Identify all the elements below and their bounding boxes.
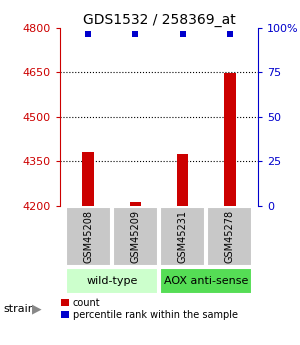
Text: GSM45208: GSM45208 bbox=[83, 210, 93, 263]
FancyBboxPatch shape bbox=[66, 268, 158, 294]
FancyBboxPatch shape bbox=[160, 207, 205, 266]
Title: GDS1532 / 258369_at: GDS1532 / 258369_at bbox=[82, 12, 236, 27]
Bar bbox=[130, 202, 141, 206]
Bar bbox=[177, 154, 188, 206]
Text: GSM45231: GSM45231 bbox=[178, 210, 188, 263]
FancyBboxPatch shape bbox=[113, 207, 158, 266]
Text: wild-type: wild-type bbox=[86, 276, 137, 286]
Text: AOX anti-sense: AOX anti-sense bbox=[164, 276, 248, 286]
Text: ▶: ▶ bbox=[32, 302, 41, 315]
Text: GSM45209: GSM45209 bbox=[130, 210, 140, 263]
FancyBboxPatch shape bbox=[160, 268, 252, 294]
Legend: count, percentile rank within the sample: count, percentile rank within the sample bbox=[61, 298, 238, 320]
FancyBboxPatch shape bbox=[207, 207, 252, 266]
Text: strain: strain bbox=[3, 304, 35, 314]
Bar bbox=[82, 152, 94, 206]
Text: GSM45278: GSM45278 bbox=[225, 210, 235, 263]
Bar bbox=[224, 73, 236, 206]
FancyBboxPatch shape bbox=[66, 207, 111, 266]
